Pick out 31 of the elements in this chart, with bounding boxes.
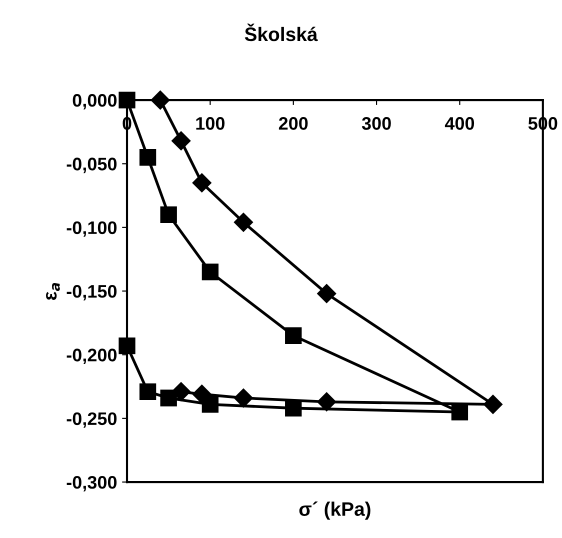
x-tick-label: 200 (278, 117, 308, 130)
point (202, 264, 219, 280)
point (285, 400, 302, 417)
chart-title: Školská (244, 24, 318, 42)
y-axis-title: ε$_{a}$ (46, 282, 60, 300)
y-tick-label: -0,050 (66, 158, 117, 174)
x-tick-label: 300 (362, 117, 391, 130)
point (172, 131, 191, 150)
y-tick-label: -0,250 (66, 412, 117, 428)
point (451, 404, 468, 420)
point (139, 149, 156, 166)
point (234, 212, 253, 232)
y-tick-label: -0,100 (66, 221, 117, 237)
point (118, 92, 136, 108)
point (192, 173, 212, 192)
point (317, 284, 336, 304)
point (139, 383, 156, 400)
point (160, 206, 177, 223)
y-tick-label: -0,300 (66, 476, 117, 492)
y-tick-label: 0,000 (72, 94, 117, 110)
point (202, 396, 219, 413)
x-axis-title: σ´ (kPa) (299, 501, 370, 520)
point (317, 392, 336, 412)
y-tick-label: -0,150 (66, 284, 117, 300)
point (160, 390, 177, 406)
x-tick-label: 400 (444, 117, 474, 130)
point (285, 327, 302, 344)
y-tick-label: -0,200 (66, 348, 117, 364)
point (483, 394, 503, 414)
point (118, 337, 136, 354)
x-tick-label: 100 (196, 117, 225, 130)
